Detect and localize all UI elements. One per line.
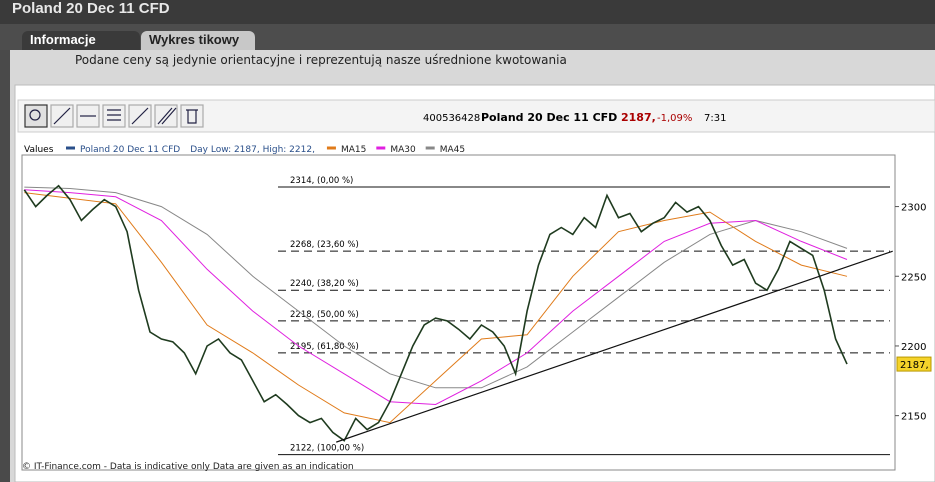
y-tick-label: 2200 (901, 342, 926, 353)
header-id: 400536428 (423, 113, 480, 124)
fib-label: 2314, (0,00 %) (290, 176, 353, 186)
chart-frame (14, 84, 935, 482)
toolbar-buttons (24, 104, 204, 128)
header-change: -1,09% (657, 113, 692, 124)
price-line (23, 184, 848, 442)
y-tick-label: 2150 (901, 412, 926, 423)
trash-icon (186, 109, 198, 124)
y-tick-label: 2250 (901, 272, 926, 283)
legend-label: MA45 (440, 145, 465, 155)
price-line (24, 192, 848, 424)
line-icon (53, 107, 71, 125)
footer: © IT-Finance.com - Data is indicative on… (22, 462, 354, 472)
zoom-icon (29, 109, 41, 121)
fib-label: 2268, (23,60 %) (290, 240, 359, 250)
fib-icon (107, 109, 121, 121)
price-line (24, 186, 848, 389)
window-title: Poland 20 Dec 11 CFD (0, 0, 935, 24)
last-price-label: 2187, (900, 360, 929, 371)
trendline (336, 250, 893, 443)
fib-label: 2122, (100,00 %) (290, 444, 364, 454)
fib-label: 2218, (50,00 %) (290, 310, 359, 320)
legend-day-range: Day Low: 2187, High: 2212, (190, 145, 315, 155)
legend-label: MA30 (390, 145, 416, 155)
last-price-tag (896, 356, 932, 372)
zoom-button[interactable] (24, 104, 48, 128)
plot-area (21, 154, 896, 471)
header-instrument: Poland 20 Dec 11 CFD (481, 111, 617, 124)
delete-tool[interactable] (180, 104, 204, 128)
fib-tool[interactable] (102, 104, 126, 128)
legend-values: Values (24, 145, 54, 155)
notice: Podane ceny są jedynie orientacyjne i re… (75, 53, 567, 67)
legend-label: Poland 20 Dec 11 CFD (80, 145, 180, 155)
fib-label: 2240, (38,20 %) (290, 279, 359, 289)
fib-label: 2195, (61,80 %) (290, 342, 359, 352)
legend-label: MA15 (341, 145, 366, 155)
header-time: 7:31 (704, 113, 726, 124)
trend-icon (131, 107, 149, 125)
tab-active[interactable]: Wykres tikowy (141, 31, 255, 50)
y-tick-label: 2300 (901, 203, 926, 214)
header-price: 2187, (621, 111, 656, 124)
channel-icon (157, 107, 177, 125)
price-line (24, 189, 848, 406)
